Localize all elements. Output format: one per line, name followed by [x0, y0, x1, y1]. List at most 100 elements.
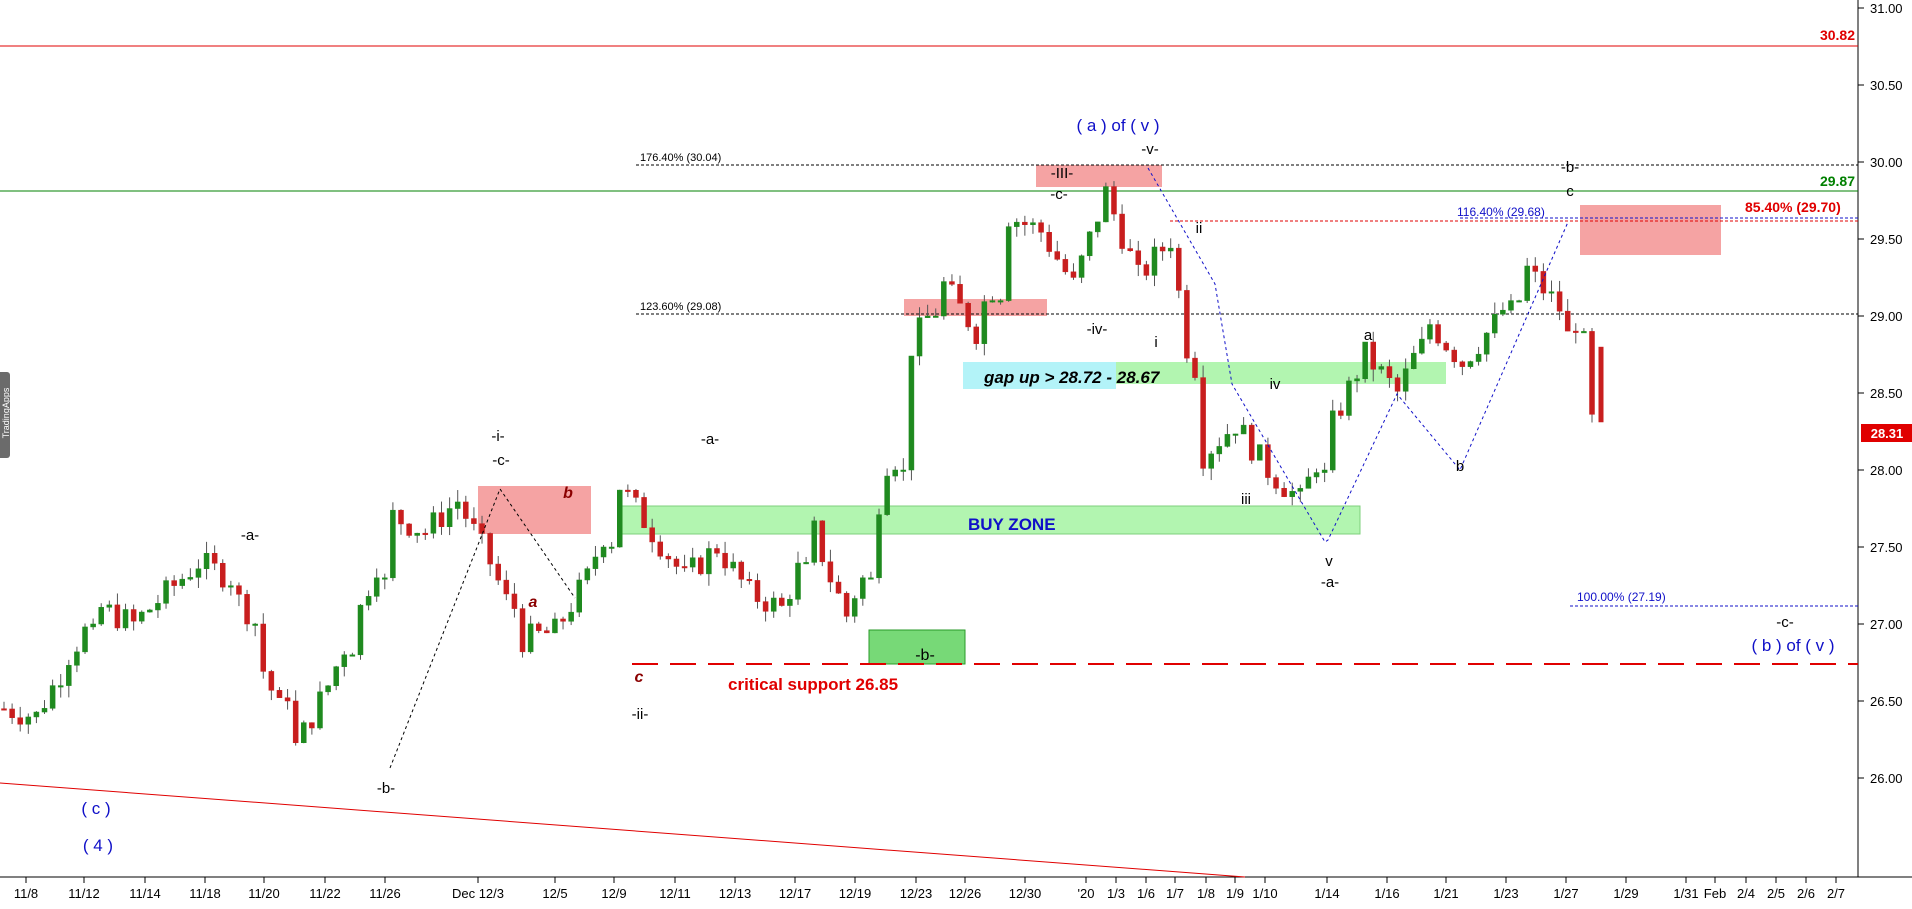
candle-body	[689, 557, 696, 568]
wave-label-b-minor-top: -b-	[1561, 159, 1579, 176]
candle-body	[714, 548, 720, 554]
candle-body	[1556, 291, 1563, 312]
candle-body	[746, 579, 753, 582]
candle-body	[503, 579, 510, 595]
candle-body	[1208, 453, 1214, 469]
candle-body	[892, 469, 898, 477]
candle-body	[1516, 300, 1522, 303]
candle-body	[1443, 342, 1449, 351]
wave-label-ii-minor: -ii-	[632, 706, 649, 723]
price-label-3082: 30.82	[1820, 27, 1855, 43]
x-tick-label: 2/7	[1827, 886, 1845, 901]
y-tick-label: 30.00	[1870, 155, 1903, 170]
candle-body	[179, 578, 185, 586]
x-tick-label: 1/10	[1252, 886, 1277, 901]
candle-body	[138, 611, 145, 622]
x-tick-label: 11/18	[189, 886, 221, 901]
candle-body	[438, 512, 445, 527]
x-tick-label: 12/5	[542, 886, 567, 901]
candle-body	[309, 722, 315, 729]
candle-body	[1273, 477, 1279, 489]
candle-body	[1394, 377, 1401, 392]
candle-body	[1435, 324, 1441, 344]
candle-body	[187, 577, 194, 580]
tradingapps-tab-label: TradingApps	[1, 387, 11, 439]
candle-body	[949, 281, 955, 285]
candle-body	[130, 609, 137, 622]
gap-zone-cyan	[963, 362, 1116, 389]
candle-body	[835, 581, 842, 594]
candle-body	[1297, 488, 1304, 492]
x-tick-label: 12/13	[719, 886, 752, 901]
candle-body	[357, 604, 364, 656]
wave-label-c-top: -c-	[1050, 186, 1068, 203]
fib-1764-label: 176.40% (30.04)	[640, 152, 721, 164]
candle-body	[155, 603, 161, 611]
x-tick-label: 11/22	[309, 886, 341, 901]
candle-body	[900, 469, 907, 472]
candle-body	[1192, 357, 1198, 378]
candle-body	[1119, 213, 1125, 249]
candle-body	[932, 315, 939, 318]
candle-body	[1459, 361, 1466, 367]
candle-body	[260, 623, 267, 672]
x-tick-label: 1/21	[1433, 886, 1458, 901]
wave-label-a-dec11: -a-	[701, 431, 719, 448]
tradingapps-tab[interactable]: TradingApps	[0, 372, 11, 458]
candle-body	[1176, 247, 1182, 291]
candle-body	[779, 597, 785, 606]
trendline-lower	[0, 782, 1246, 878]
candle-body	[1143, 264, 1150, 276]
wave-label-i: i	[1154, 334, 1157, 351]
candle-body	[981, 301, 988, 344]
candle-body	[33, 711, 40, 718]
candle-body	[1467, 361, 1474, 367]
candle-body	[98, 607, 104, 625]
candle-body	[220, 562, 226, 588]
candle-body	[1062, 259, 1069, 273]
candle-body	[544, 630, 550, 634]
candle-body	[1548, 291, 1555, 294]
wave-label-v-minor: -v-	[1141, 141, 1159, 158]
x-tick-label: 12/19	[839, 886, 872, 901]
wave-label-a-of-v: ( a ) of ( v )	[1076, 116, 1159, 135]
wave-label-i-minor: -i-	[491, 428, 504, 445]
candle-body	[754, 580, 761, 602]
wave-label-ii: ii	[1196, 220, 1203, 237]
candle-body	[325, 685, 331, 693]
candle-body	[1427, 324, 1433, 340]
candle-body	[203, 553, 210, 570]
candle-body	[827, 561, 834, 583]
candle-body	[957, 284, 963, 304]
candle-body	[1046, 232, 1052, 252]
candle-body	[1135, 250, 1142, 265]
y-axis: 31.00 30.50 30.00 29.50 29.00 28.50 28.00 27.50…	[1858, 1, 1903, 786]
candle-body	[617, 489, 623, 548]
x-tick-label: 11/8	[14, 886, 38, 901]
candle-body	[236, 585, 242, 595]
candles	[1, 181, 1604, 746]
y-tick-label: 28.50	[1870, 386, 1903, 401]
candle-body	[762, 601, 769, 612]
candle-body	[592, 556, 599, 569]
x-tick-label: 1/23	[1493, 886, 1518, 901]
candle-body	[17, 717, 23, 725]
candle-body	[487, 533, 493, 565]
candle-body	[730, 561, 736, 569]
candle-body	[527, 623, 534, 653]
wave-label-b-italic: b	[563, 485, 573, 502]
candle-body	[1532, 265, 1539, 272]
candle-body	[317, 691, 323, 729]
candle-body	[997, 300, 1004, 303]
candle-body	[398, 509, 404, 525]
resistance-box-iii	[1036, 165, 1162, 187]
candle-body	[49, 685, 56, 709]
y-tick-label: 27.50	[1870, 540, 1903, 555]
x-tick-label: 12/23	[900, 886, 933, 901]
x-tick-label: 12/17	[779, 886, 812, 901]
candle-body	[738, 561, 745, 580]
candle-body	[795, 562, 801, 600]
candle-body	[471, 518, 477, 524]
x-tick-label: 1/6	[1137, 886, 1155, 901]
candle-body	[1265, 444, 1271, 478]
